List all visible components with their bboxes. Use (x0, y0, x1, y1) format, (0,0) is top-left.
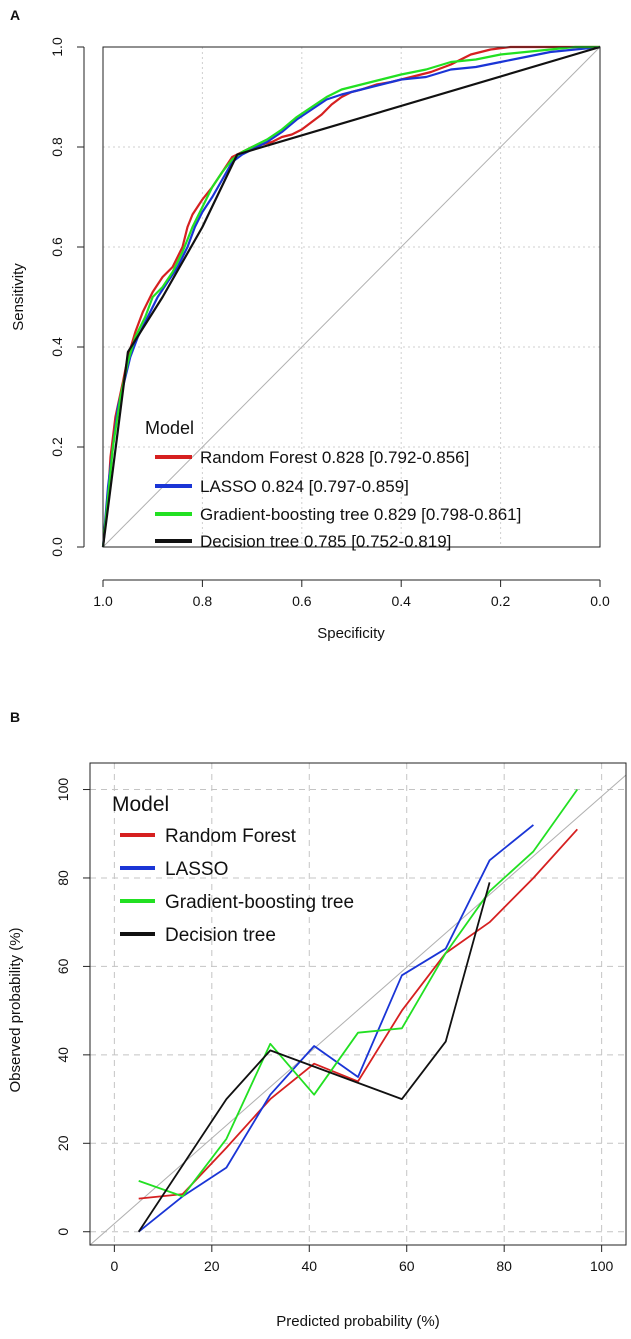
panel-a-x-ticks: 1.0 0.8 0.6 0.4 0.2 0.0 (93, 593, 610, 609)
panel-a-x-tick-label: 0.2 (491, 593, 511, 609)
panel-a: A 1.0 0.8 0.6 0.4 0.2 0.0 0.0 0.2 0.4 0.… (10, 7, 610, 642)
panel-b-axes (83, 762, 627, 1252)
panel-a-series-gradient-boosting-tree (101, 45, 600, 548)
panel-a-legend-title: Model (145, 418, 194, 438)
panel-a-x-tick-label: 0.6 (292, 593, 312, 609)
panel-a-x-axis-title: Specificity (317, 625, 385, 642)
panel-b-series-lasso (138, 824, 534, 1233)
panel-a-y-tick-label: 0.0 (49, 537, 65, 557)
panel-b-y-tick-label: 60 (55, 958, 71, 974)
panel-a-y-ticks: 0.0 0.2 0.4 0.6 0.8 1.0 (49, 37, 65, 557)
panel-b-grid (90, 763, 626, 1245)
panel-a-x-tick-label: 0.4 (391, 593, 411, 609)
panel-b-y-tick-label: 0 (55, 1228, 71, 1236)
panel-a-y-tick-label: 0.8 (49, 137, 65, 157)
panel-a-x-tick-label: 0.8 (193, 593, 213, 609)
panel-b-x-axis-title: Predicted probability (%) (276, 1313, 439, 1330)
panel-a-legend-label: Random Forest 0.828 [0.792-0.856] (200, 448, 469, 467)
panel-b-y-tick-label: 80 (55, 870, 71, 886)
panel-b-x-tick-label: 20 (204, 1258, 220, 1274)
panel-b-y-tick-label: 20 (55, 1135, 71, 1151)
panel-b-series-group (137, 788, 579, 1233)
panel-a-y-tick-label: 0.6 (49, 237, 65, 257)
panel-b-series-random-forest (138, 828, 578, 1200)
panel-a-series-group (101, 45, 601, 548)
panel-a-x-tick-label: 0.0 (590, 593, 610, 609)
panel-a-y-tick-label: 0.4 (49, 337, 65, 357)
panel-b-legend-title: Model (112, 793, 169, 816)
panel-a-x-tick-label: 1.0 (93, 593, 113, 609)
panel-a-legend-label: Gradient-boosting tree 0.829 [0.798-0.86… (200, 505, 521, 524)
panel-a-series-decision-tree (101, 45, 601, 548)
panel-a-y-axis-title: Sensitivity (10, 263, 27, 331)
panel-a-plot-frame (102, 46, 601, 548)
panel-b-legend-label: Decision tree (165, 925, 276, 946)
panel-a-legend-label: Decision tree 0.785 [0.752-0.819] (200, 532, 451, 551)
panel-a-y-tick-label: 1.0 (49, 37, 65, 57)
panel-b-legend: Model Random Forest LASSO Gradient-boost… (112, 793, 354, 946)
panel-b-x-tick-label: 0 (110, 1258, 118, 1274)
panel-a-reference-diagonal (102, 46, 601, 548)
panel-a-label: A (10, 7, 20, 23)
panel-b-x-ticks: 0 20 40 60 80 100 (110, 1258, 613, 1274)
panel-b-x-tick-label: 80 (496, 1258, 512, 1274)
panel-b-y-axis-title: Observed probability (%) (7, 927, 24, 1092)
panel-b-legend-label: LASSO (165, 859, 228, 880)
panel-a-legend-label: LASSO 0.824 [0.797-0.859] (200, 477, 409, 496)
panel-b-x-tick-label: 40 (301, 1258, 317, 1274)
panel-b-label: B (10, 709, 20, 725)
panel-b: B 0 20 40 60 80 100 0 20 40 60 80 100 Pr… (7, 709, 627, 1330)
panel-b-legend-label: Gradient-boosting tree (165, 892, 354, 913)
panel-b-y-ticks: 0 20 40 60 80 100 (55, 778, 71, 1236)
panel-b-y-tick-label: 100 (55, 778, 71, 802)
panel-b-x-tick-label: 100 (590, 1258, 614, 1274)
panel-a-y-tick-label: 0.2 (49, 437, 65, 457)
panel-b-legend-label: Random Forest (165, 826, 297, 847)
panel-b-series-decision-tree (137, 882, 491, 1233)
panel-b-reference-diagonal (89, 774, 627, 1246)
panel-b-y-tick-label: 40 (55, 1047, 71, 1063)
panel-a-legend: Model Random Forest 0.828 [0.792-0.856] … (145, 418, 521, 551)
panel-b-x-tick-label: 60 (399, 1258, 415, 1274)
panel-b-series-gradient-boosting-tree (138, 788, 579, 1198)
panel-a-axes (77, 46, 601, 587)
